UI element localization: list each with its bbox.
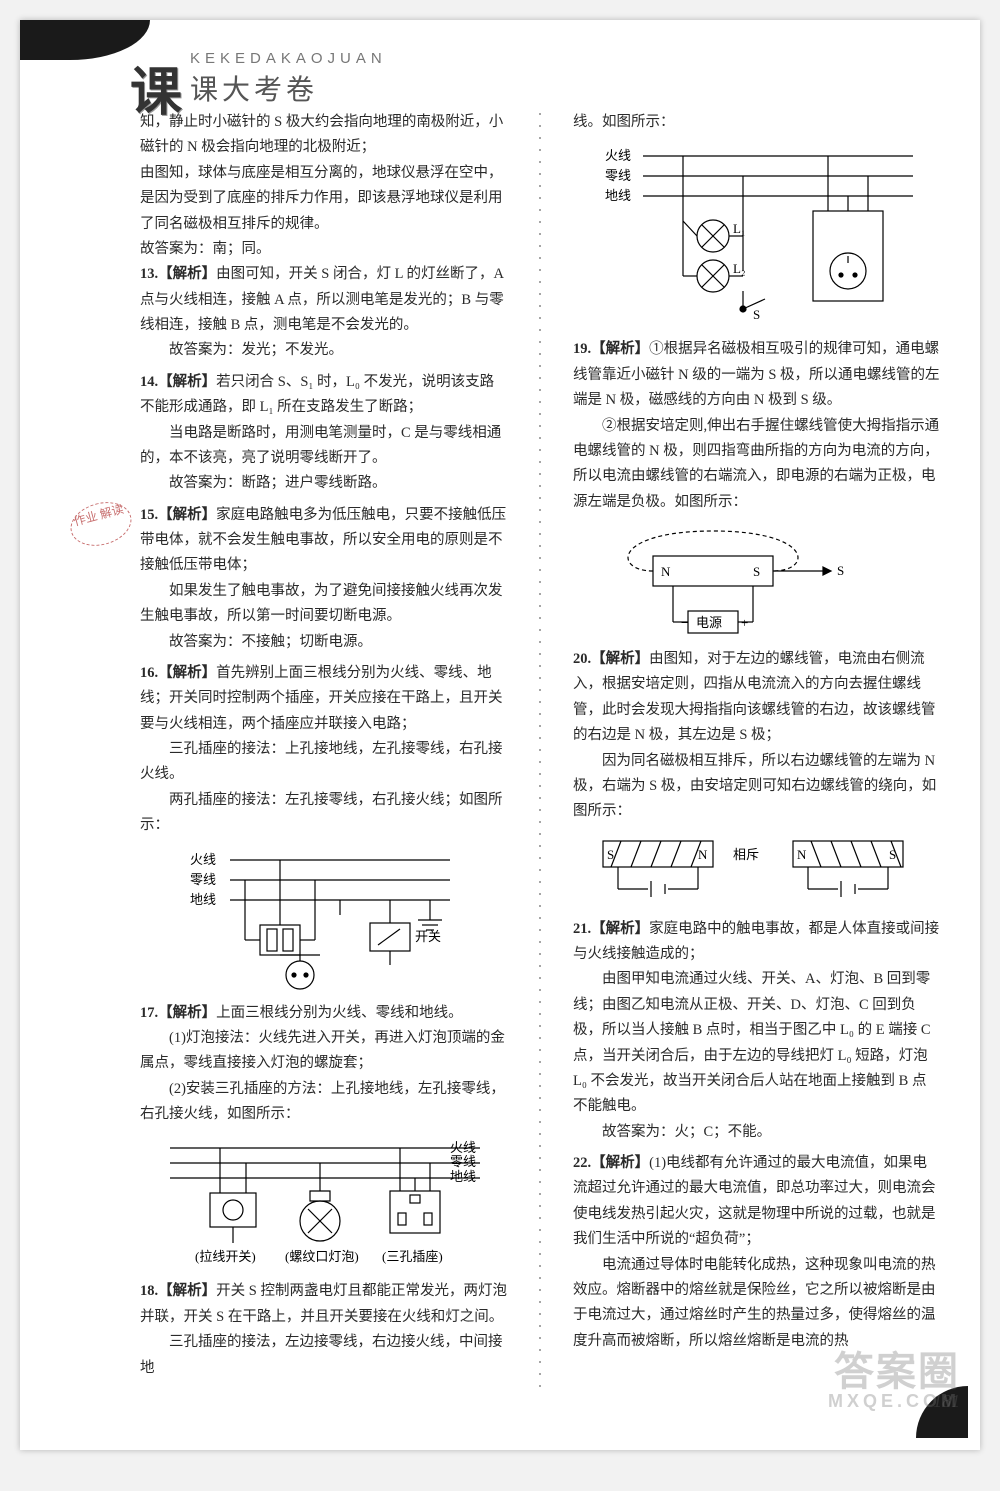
r-l3: 地线 xyxy=(605,188,631,203)
svg-text:−: − xyxy=(681,615,688,630)
r-sw: S xyxy=(753,307,760,322)
q16-l2: 零线 xyxy=(190,872,216,887)
q16-l1: 火线 xyxy=(190,852,216,867)
q22-label: 【解析】 xyxy=(591,1155,649,1171)
watermark-main: 答案圈 xyxy=(828,1352,960,1392)
q13-num: 13. xyxy=(140,266,158,282)
q22-t2: 电流通过导体时电能转化成热，这种现象叫电流的热效应。熔断器中的熔丝就是保险丝，它… xyxy=(573,1253,940,1355)
q17-cap1: (拉线开关) xyxy=(195,1249,256,1264)
q19-N: N xyxy=(661,564,671,579)
q14-num: 14. xyxy=(140,374,158,390)
watermark: 答案圈 MXQE.COM xyxy=(828,1352,960,1410)
q20-diagram: S N N S 相斥 xyxy=(593,831,940,911)
page-header: 课 KEKEDAKAOJUAN 课大考卷 xyxy=(20,20,980,110)
q16-switch: 开关 xyxy=(415,929,441,944)
q19-label: 【解析】 xyxy=(591,341,649,357)
q17-diagram: 火线 零线 地线 (拉线开关) (螺纹口灯泡) (三孔插座) xyxy=(160,1133,507,1273)
l-intro3: 故答案为：南；同。 xyxy=(140,237,507,262)
r-l1: 火线 xyxy=(605,148,631,163)
q17: 17.【解析】上面三根线分别为火线、零线和地线。 (1)灯泡接法：火线先进入开关… xyxy=(140,1001,507,1274)
q17-l3: 地线 xyxy=(450,1169,476,1184)
q20-label: 【解析】 xyxy=(591,651,649,667)
q20-t2: 因为同名磁极相互排斥，所以右边螺线管的左端为 N 极，右端为 S 极，由安培定则… xyxy=(573,749,940,825)
column-divider xyxy=(535,110,545,1390)
q21-num: 21. xyxy=(573,921,591,937)
svg-text:+: + xyxy=(741,615,748,630)
stamp-icon: 作业 解读 xyxy=(66,495,137,552)
q17-cap2: (螺纹口灯泡) xyxy=(285,1249,359,1264)
q22-num: 22. xyxy=(573,1155,591,1171)
q15-t3: 故答案为：不接触；切断电源。 xyxy=(140,630,507,655)
q16-num: 16. xyxy=(140,665,158,681)
q13-t2: 故答案为：发光；不发光。 xyxy=(140,338,507,363)
q19-diagram: N S S 电源 + − xyxy=(593,521,940,641)
q17-t1: 上面三根线分别为火线、零线和地线。 xyxy=(216,1005,463,1021)
right-column: 线。如图所示： xyxy=(573,110,940,1390)
q20-rep: 相斥 xyxy=(733,847,759,862)
q16-l3: 地线 xyxy=(190,892,216,907)
q19-S: S xyxy=(753,564,760,579)
q21-t3: 故答案为：火；C；不能。 xyxy=(573,1120,940,1145)
q19-t2: ②根据安培定则,伸出右手握住螺线管使大拇指指示通电螺线管的 N 极，则四指弯曲所… xyxy=(573,414,940,516)
left-column: 知，静止时小磁针的 S 极大约会指向地理的南极附近，小磁针的 N 极会指向地理的… xyxy=(140,110,507,1390)
q17-l2: 零线 xyxy=(450,1154,476,1169)
watermark-sub: MXQE.COM xyxy=(828,1392,960,1410)
q21-label: 【解析】 xyxy=(591,921,649,937)
q17-cap3: (三孔插座) xyxy=(382,1249,443,1264)
q16-t2: 三孔插座的接法：上孔接地线，左孔接零线，右孔接火线。 xyxy=(140,737,507,788)
q18-num: 18. xyxy=(140,1283,158,1299)
q21: 21.【解析】家庭电路中的触电事故，都是人体直接或间接与火线接触造成的； 由图甲… xyxy=(573,917,940,1145)
q19: 19.【解析】①根据异名磁极相互吸引的规律可知，通电螺线管靠近小磁针 N 级的一… xyxy=(573,337,940,641)
q13-label: 【解析】 xyxy=(158,266,216,282)
q22: 22.【解析】(1)电线都有允许通过的最大电流值，如果电流超过允许通过的最大电流… xyxy=(573,1151,940,1354)
q14: 14.【解析】若只闭合 S、S₁ 时，L₀ 不发光，说明该支路不能形成通路，即 … xyxy=(140,370,507,497)
content-columns: 知，静止时小磁针的 S 极大约会指向地理的南极附近，小磁针的 N 极会指向地理的… xyxy=(20,110,980,1390)
q20-S1: S xyxy=(607,847,614,862)
q14-t2: 当电路是断路时，用测电笔测量时，C 是与零线相通的，本不该亮，亮了说明零线断开了… xyxy=(140,421,507,472)
q15-label: 【解析】 xyxy=(158,507,216,523)
page: 课 KEKEDAKAOJUAN 课大考卷 知，静止时小磁针的 S 极大约会指向地… xyxy=(20,20,980,1450)
q17-label: 【解析】 xyxy=(158,1005,216,1021)
q15-num: 15. xyxy=(140,507,158,523)
q16-diagram: 火线 零线 地线 开关 xyxy=(160,845,507,995)
q20: 20.【解析】由图知，对于左边的螺线管，电流由右侧流入，根据安培定则，四指从电流… xyxy=(573,647,940,911)
q20-N1: N xyxy=(698,847,708,862)
q20-N2: N xyxy=(797,847,807,862)
header-title: 课大考卷 xyxy=(190,68,318,108)
q16: 16.【解析】首先辨别上面三根线分别为火线、零线、地线；开关同时控制两个插座，开… xyxy=(140,661,507,995)
q16-label: 【解析】 xyxy=(158,665,216,681)
q20-S2: S xyxy=(889,847,896,862)
q17-t3: (2)安装三孔插座的方法：上孔接地线，左孔接零线，右孔接火线，如图所示： xyxy=(140,1077,507,1128)
l-intro2: 由图知，球体与底座是相互分离的，地球仪悬浮在空中，是因为受到了底座的排斥力作用，… xyxy=(140,161,507,237)
q19-S2: S xyxy=(837,563,844,578)
l-intro1: 知，静止时小磁针的 S 极大约会指向地理的南极附近，小磁针的 N 极会指向地理的… xyxy=(140,110,507,161)
q14-label: 【解析】 xyxy=(158,374,216,390)
q18-label: 【解析】 xyxy=(158,1283,216,1299)
q19-num: 19. xyxy=(573,341,591,357)
q15: 作业 解读 15.【解析】家庭电路触电多为低压触电，只要不接触低压带电体，就不会… xyxy=(140,503,507,655)
q18-t2: 三孔插座的接法，左边接零线，右边接火线，中间接地 xyxy=(140,1330,507,1381)
q13: 13.【解析】由图可知，开关 S 闭合，灯 L 的灯丝断了，A 点与火线相连，接… xyxy=(140,262,507,364)
r-intro: 线。如图所示： xyxy=(573,110,940,135)
q17-num: 17. xyxy=(140,1005,158,1021)
q18: 18.【解析】开关 S 控制两盏电灯且都能正常发光，两灯泡并联，开关 S 在干路… xyxy=(140,1279,507,1381)
r-l2: 零线 xyxy=(605,168,631,183)
q20-num: 20. xyxy=(573,651,591,667)
q16-t3: 两孔插座的接法：左孔接零线，右孔接火线；如图所示： xyxy=(140,788,507,839)
q14-t3: 故答案为：断路；进户零线断路。 xyxy=(140,471,507,496)
q17-l1: 火线 xyxy=(450,1140,476,1155)
r-lamp2: L₂ xyxy=(733,261,745,276)
q15-t2: 如果发生了触电事故，为了避免间接接触火线再次发生触电事故，所以第一时间要切断电源… xyxy=(140,579,507,630)
r-top-diagram: 火线 零线 地线 L₁ L₂ S xyxy=(593,141,940,331)
q21-t2: 由图甲知电流通过火线、开关、A、灯泡、B 回到零线；由图乙知电流从正极、开关、D… xyxy=(573,967,940,1119)
q19-src: 电源 xyxy=(696,615,722,630)
q17-t2: (1)灯泡接法：火线先进入开关，再进入灯泡顶端的金属点，零线直接接入灯泡的螺旋套… xyxy=(140,1026,507,1077)
r-lamp1: L₁ xyxy=(733,221,745,236)
header-pinyin: KEKEDAKAOJUAN xyxy=(190,50,387,67)
